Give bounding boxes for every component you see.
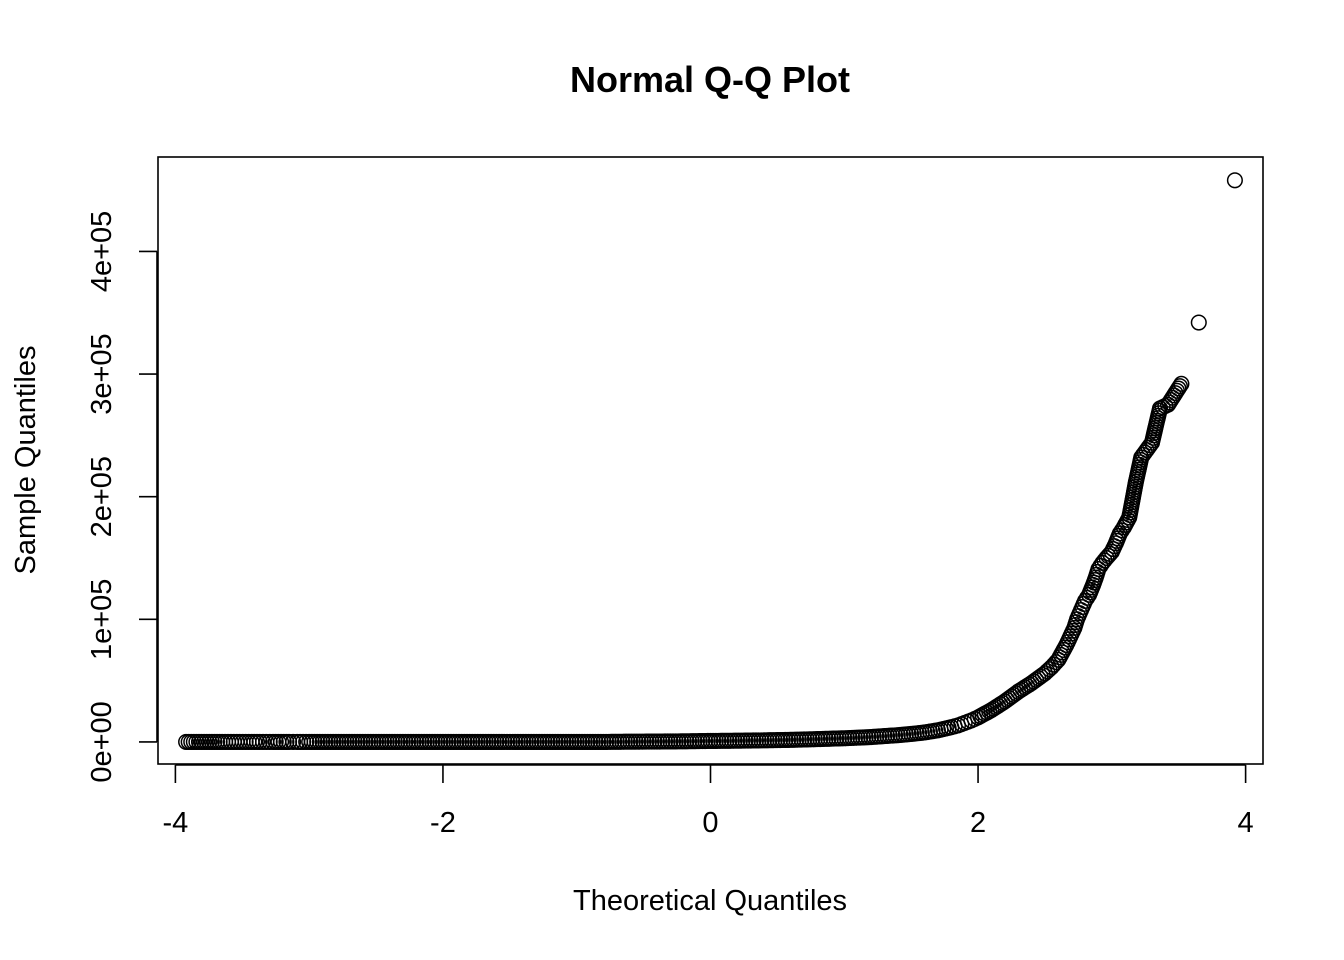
y-tick-label: 2e+05	[86, 456, 118, 537]
data-point-fill	[1170, 380, 1187, 397]
data-point-fill	[592, 733, 609, 750]
data-point-fill	[646, 733, 663, 750]
data-point-fill	[1055, 641, 1072, 659]
data-point-fill	[699, 732, 716, 750]
x-axis-label: Theoretical Quantiles	[573, 885, 847, 917]
data-point-fill	[228, 733, 245, 750]
data-point-fill	[261, 733, 278, 750]
data-point-fill	[278, 733, 295, 750]
data-point-fill	[1171, 378, 1188, 395]
data-point-fill	[1092, 557, 1109, 575]
data-point-fill	[780, 731, 797, 748]
data-point-fill	[1151, 402, 1168, 419]
x-tick-label: -2	[430, 807, 456, 839]
data-point-fill	[726, 732, 743, 749]
data-point-fill	[673, 733, 690, 750]
data-point-fill	[887, 727, 904, 744]
data-point-fill	[485, 733, 502, 750]
data-point-fill	[351, 733, 369, 750]
data-point-fill	[753, 732, 770, 749]
y-axis: 0e+00 1e+05 2e+05 3e+05 4e+05	[86, 211, 158, 783]
data-point-fill	[432, 733, 449, 750]
data-points	[178, 172, 1243, 750]
data-point-fill	[1051, 649, 1068, 666]
y-tick-label: 3e+05	[86, 333, 118, 414]
x-tick-label: 2	[970, 807, 986, 839]
data-point-fill	[512, 733, 529, 750]
y-tick-label: 4e+05	[86, 211, 118, 292]
x-tick-label: 4	[1238, 807, 1254, 839]
data-point-fill	[1101, 545, 1119, 562]
data-point-fill	[900, 726, 917, 743]
data-point-fill	[405, 733, 422, 750]
data-point-fill	[458, 733, 476, 750]
y-axis-label: Sample Quantiles	[10, 346, 42, 575]
data-point-fill	[806, 731, 823, 748]
chart-title: Normal Q-Q Plot	[570, 59, 850, 100]
data-point-fill	[298, 733, 315, 750]
x-axis: -4 -2 0 2 4	[162, 764, 1254, 839]
data-point-fill	[254, 733, 272, 750]
data-point-fill	[378, 733, 395, 750]
data-point	[285, 733, 302, 750]
data-point-fill	[565, 733, 583, 750]
x-tick-label: 0	[702, 807, 718, 839]
data-point-fill	[940, 719, 957, 736]
data-point-fill	[248, 733, 266, 750]
data-point-fill	[619, 733, 636, 750]
data-point	[1190, 314, 1207, 331]
data-point-fill	[267, 733, 284, 750]
data-point	[1226, 172, 1243, 189]
data-point-fill	[833, 730, 850, 747]
x-tick-label: -4	[162, 807, 188, 839]
data-point-fill	[273, 733, 290, 750]
data-point-fill	[913, 724, 930, 741]
data-point-fill	[1168, 382, 1185, 399]
plot-frame	[157, 156, 1264, 765]
data-point-fill	[860, 729, 877, 746]
data-point-fill	[539, 733, 556, 750]
y-tick-label: 1e+05	[86, 579, 118, 660]
y-tick-label: 0e+00	[86, 701, 118, 782]
data-point-fill	[325, 733, 342, 750]
